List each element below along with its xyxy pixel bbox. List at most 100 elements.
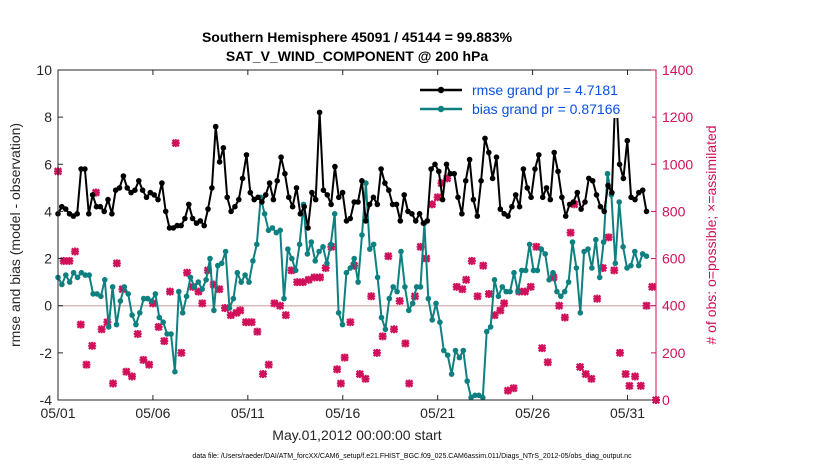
rmse-point — [632, 196, 638, 203]
rmse-point — [159, 180, 165, 186]
legend-bias-marker — [437, 105, 445, 113]
x-tick-label: 05/26 — [515, 405, 550, 421]
bias-point — [234, 269, 241, 276]
plot-area — [58, 70, 656, 400]
y-tick-label: 4 — [44, 203, 52, 219]
bias-point — [386, 295, 393, 302]
x-tick-label: 05/31 — [610, 405, 645, 421]
obs-count-marker — [367, 292, 376, 301]
rmse-point — [232, 203, 238, 210]
bias-point — [285, 246, 291, 252]
rmse-point — [109, 211, 115, 217]
rmse-point — [624, 137, 631, 144]
rmse-point — [209, 185, 215, 191]
rmse-point — [86, 211, 92, 217]
bias-point — [390, 284, 397, 290]
obs-count-marker — [71, 247, 80, 256]
obs-count-marker — [458, 285, 467, 294]
obs-count-marker — [604, 233, 613, 242]
bias-point — [522, 267, 529, 274]
bias-point — [269, 225, 276, 231]
obs-count-marker — [621, 370, 630, 379]
x-tick-label: 05/06 — [135, 405, 170, 421]
rmse-point — [174, 222, 180, 229]
obs-count-marker — [183, 268, 192, 277]
rmse-point — [151, 192, 157, 198]
bias-point — [635, 262, 642, 269]
rmse-point — [578, 206, 584, 212]
obs-count-marker — [109, 379, 118, 388]
obs-count-marker — [389, 325, 399, 334]
bias-point — [413, 284, 420, 290]
bias-point — [604, 170, 611, 177]
obs-count-marker — [112, 259, 121, 268]
obs-count-marker — [401, 339, 410, 348]
obs-count-marker — [97, 325, 106, 334]
rmse-point — [551, 149, 557, 156]
rmse-point — [89, 192, 96, 198]
bias-point — [554, 288, 560, 295]
rmse-point — [424, 218, 431, 224]
rmse-point — [347, 215, 354, 222]
bias-point — [168, 331, 174, 337]
obs-count-marker — [509, 384, 518, 393]
rmse-point — [536, 152, 542, 158]
rmse-point — [312, 196, 319, 203]
bias-point — [320, 244, 326, 250]
rmse-point — [639, 187, 646, 193]
obs-count-marker — [133, 329, 142, 339]
rmse-point — [470, 196, 477, 203]
rmse-point — [643, 208, 650, 215]
bias-point — [398, 248, 404, 255]
rmse-point — [505, 213, 511, 219]
rmse-point — [366, 201, 373, 208]
rmse-point — [201, 222, 207, 229]
obs-count-marker — [236, 306, 245, 315]
bias-point — [331, 211, 338, 217]
x-tick-label: 05/11 — [231, 405, 265, 421]
obs-count-marker — [405, 379, 414, 388]
rmse-point — [489, 175, 496, 182]
rmse-point — [278, 154, 284, 160]
bias-point — [86, 272, 92, 278]
obs-count-marker — [538, 344, 547, 353]
y-tick-label: 10 — [36, 62, 52, 78]
bias-point — [370, 241, 377, 248]
bias-point — [328, 241, 334, 248]
bias-point — [238, 279, 244, 285]
rmse-point — [220, 145, 227, 151]
rmse-point — [516, 203, 523, 210]
y-axis-label: rmse and bias (model - observation) — [7, 123, 23, 347]
bias-point — [417, 284, 424, 290]
y2-tick-label: 0 — [662, 392, 670, 408]
rmse-point — [439, 196, 446, 203]
bias-point — [507, 288, 513, 295]
obs-count-marker — [276, 301, 285, 310]
bias-point — [515, 288, 521, 295]
rmse-point — [286, 194, 292, 201]
rmse-point — [289, 203, 296, 210]
legend-rmse-label: rmse grand pr = 4.7181 — [472, 82, 618, 98]
rmse-point — [455, 194, 461, 201]
rmse-point — [124, 185, 130, 191]
rmse-point — [293, 185, 300, 191]
bias-point — [511, 269, 517, 276]
bias-point — [483, 328, 490, 335]
obs-count-marker — [615, 348, 624, 357]
y2-tick-label: 400 — [662, 298, 686, 314]
rmse-point — [189, 215, 196, 222]
bias-point — [542, 251, 548, 257]
obs-count-marker — [532, 242, 541, 251]
rmse-point — [316, 109, 323, 116]
obs-count-marker — [361, 374, 370, 383]
bias-point — [304, 251, 311, 257]
chart-subtitle: SAT_V_WIND_COMPONENT @ 200 hPa — [226, 48, 489, 64]
bias-point — [121, 284, 128, 290]
bias-point — [253, 241, 260, 248]
obs-count-marker — [315, 273, 325, 282]
rmse-point — [270, 196, 277, 203]
bias-point — [351, 255, 358, 262]
x-axis-label: May.01,2012 00:00:00 start — [272, 427, 442, 443]
obs-count-marker — [340, 353, 349, 362]
